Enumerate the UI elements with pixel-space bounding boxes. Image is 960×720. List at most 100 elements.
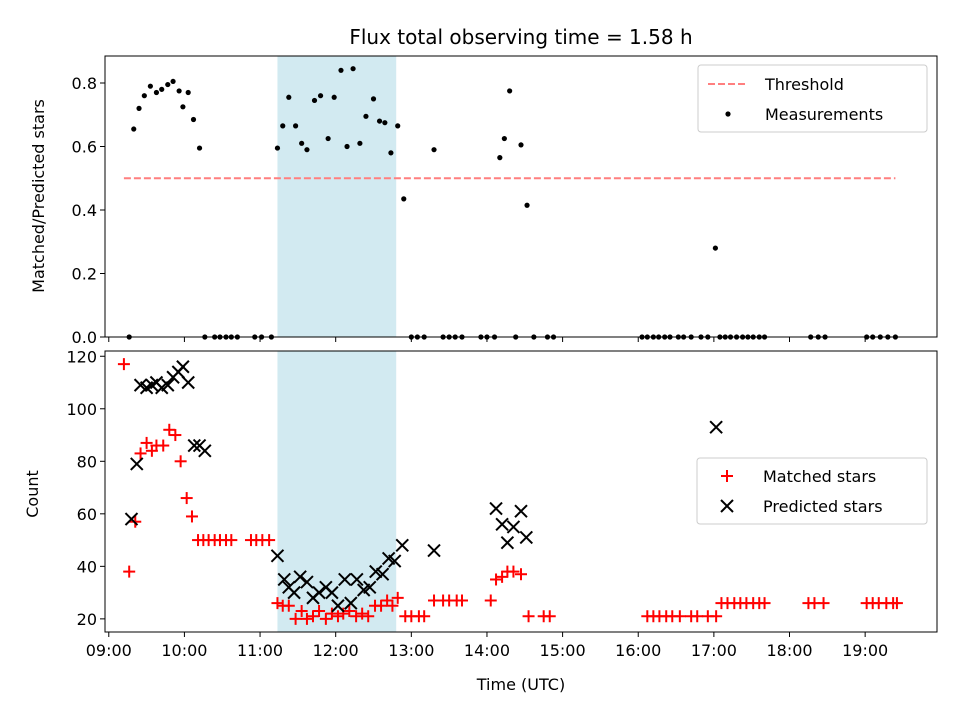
predicted-star-point: [331, 599, 345, 613]
measurement-point: [401, 196, 407, 202]
matched-star-point: [169, 429, 182, 442]
y-tick-label: 0.6: [72, 137, 97, 156]
measurement-point: [363, 113, 369, 119]
predicted-star-point: [325, 585, 339, 600]
measurement-point: [338, 67, 344, 73]
matched-star-point: [507, 565, 520, 578]
predicted-star-point: [312, 585, 326, 600]
measurement-point: [147, 83, 153, 89]
measurement-point: [299, 140, 305, 146]
measurement-point: [395, 123, 401, 129]
x-tick-label: 15:00: [540, 641, 586, 660]
top-legend-box: [697, 64, 928, 133]
x-axis-label: Time (UTC): [476, 675, 565, 694]
matched-star-point: [362, 610, 375, 623]
measurement-point: [293, 123, 299, 129]
matched-star-point: [263, 534, 276, 547]
x-tick-label: 12:00: [313, 641, 359, 660]
measurement-point: [325, 135, 331, 142]
legend-predicted-label: Predicted stars: [763, 497, 883, 516]
measurement-point: [185, 89, 191, 96]
predicted-star-point: [181, 375, 195, 390]
matched-star-point: [123, 565, 136, 578]
measurement-point: [159, 86, 165, 92]
predicted-star-point: [300, 575, 314, 589]
predicted-star-point: [187, 438, 201, 453]
matched-star-point: [325, 607, 338, 620]
matched-star-point: [890, 597, 903, 610]
matched-star-point: [319, 612, 332, 625]
matched-star-point: [456, 594, 469, 607]
matched-star-point: [343, 604, 356, 617]
y-tick-label: 40: [77, 557, 97, 576]
bottom-axis-ticks: 20 40 60 80 100 120 09:00 10:00 11:00 12:00 13:00 1…: [66, 347, 888, 660]
top-y-axis-label: Matched/Predicted stars: [29, 99, 48, 293]
top-axes-frame: [104, 55, 938, 338]
matched-star-point: [515, 568, 527, 581]
matched-star-point: [134, 447, 147, 460]
matched-star-point: [163, 423, 176, 436]
predicted-star-point: [387, 554, 402, 568]
matched-star-point: [484, 594, 497, 607]
top-legend: Threshold Measurements: [697, 64, 928, 133]
legend-threshold-label: Threshold: [764, 75, 844, 94]
measurement-point: [501, 135, 507, 142]
matched-star-point: [490, 573, 503, 586]
matched-star-point: [817, 597, 830, 610]
measurement-point: [431, 147, 437, 153]
measurement-point: [196, 145, 203, 151]
matched-star-point: [157, 439, 170, 452]
measurement-point: [180, 104, 186, 110]
x-tick-label: 14:00: [464, 641, 510, 660]
measurement-point: [524, 202, 530, 208]
measurement-point: [357, 140, 363, 146]
y-tick-label: 60: [77, 505, 97, 524]
y-tick-label: 0.0: [72, 328, 97, 347]
top-panel: 0.00.20.40.60.8 Matched/Predicted stars …: [29, 55, 938, 347]
measurement-point: [712, 245, 718, 251]
measurement-point: [350, 66, 356, 72]
x-tick-label: 18:00: [766, 641, 812, 660]
matched-star-point: [313, 604, 326, 617]
x-tick-label: 13:00: [388, 641, 434, 660]
top-observing-span: [277, 56, 397, 337]
matched-star-point: [307, 610, 319, 623]
predicted-star-point: [176, 360, 190, 374]
matched-star-point: [496, 570, 509, 583]
matched-star-point: [271, 597, 284, 610]
legend-measurements-label: Measurements: [765, 105, 883, 124]
measurement-point: [388, 150, 394, 156]
top-axis-ticks: 0.0 0.2 0.4 0.6 0.8: [72, 74, 866, 347]
predicted-star-point: [427, 543, 441, 558]
y-tick-label: 0.2: [72, 264, 97, 283]
predicted-star-point: [369, 564, 383, 579]
bottom-legend: Matched stars Predicted stars: [696, 457, 928, 525]
measurement-point: [331, 94, 337, 100]
predicted-star-point: [270, 549, 285, 563]
measurement-point: [141, 93, 147, 99]
matched-star-point: [350, 610, 363, 623]
y-tick-label: 80: [77, 452, 97, 471]
matched-star-point: [418, 610, 431, 623]
predicted-star-point: [395, 538, 409, 553]
predicted-star-point: [287, 585, 301, 600]
matched-star-point: [117, 358, 130, 371]
matched-star-point: [337, 607, 350, 620]
matched-star-point: [710, 610, 723, 623]
legend-matched-marker: [721, 470, 733, 482]
matched-star-point: [174, 455, 187, 468]
matched-star-point: [140, 436, 153, 449]
observing-span-rect: [277, 351, 397, 632]
measurement-point: [280, 123, 286, 129]
measurement-point: [136, 105, 142, 111]
predicted-star-point: [344, 596, 358, 610]
measurement-point: [286, 94, 292, 100]
measurement-point: [507, 88, 513, 94]
matched-star-point: [180, 492, 193, 505]
matched-star-point: [356, 607, 369, 620]
matched-star-point: [381, 594, 394, 607]
matched-star-point: [282, 599, 295, 612]
predicted-star-point: [124, 512, 139, 526]
predicted-star-point: [489, 501, 503, 516]
